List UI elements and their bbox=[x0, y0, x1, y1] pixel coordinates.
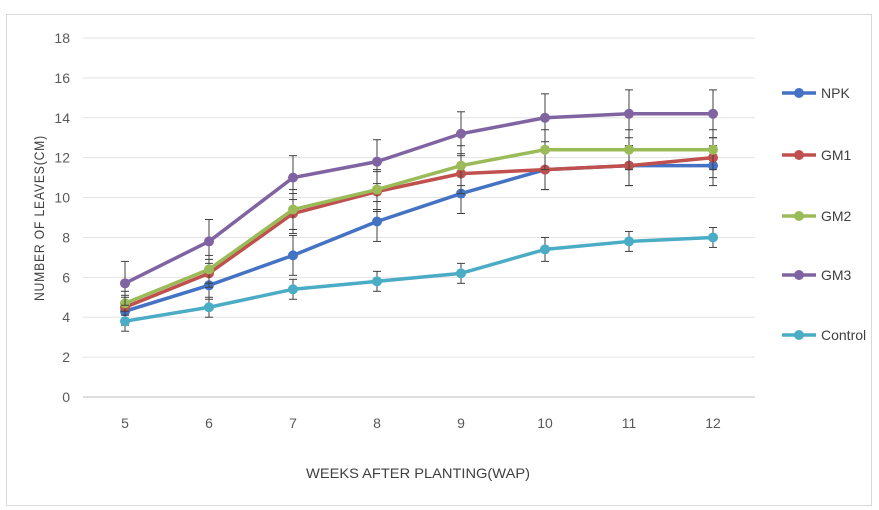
y-tick-label: 4 bbox=[62, 309, 70, 325]
series-npk bbox=[120, 145, 718, 326]
y-tick-label: 6 bbox=[62, 269, 70, 285]
legend-label: NPK bbox=[821, 85, 850, 101]
y-tick-label: 10 bbox=[54, 190, 70, 206]
y-tick-label: 2 bbox=[62, 349, 70, 365]
y-tick-label: 14 bbox=[54, 110, 70, 126]
data-point bbox=[204, 302, 214, 313]
data-point bbox=[624, 236, 634, 247]
x-tick-label: 10 bbox=[537, 415, 553, 431]
data-point bbox=[708, 144, 718, 155]
data-point bbox=[372, 184, 382, 195]
legend-swatch-marker bbox=[794, 211, 804, 221]
legend-item-gm2: GM2 bbox=[782, 208, 852, 224]
legend-item-control: Control bbox=[782, 327, 866, 343]
gridlines bbox=[83, 37, 755, 398]
x-tick-label: 7 bbox=[289, 415, 297, 431]
y-tick-label: 12 bbox=[54, 150, 70, 166]
series-gm2 bbox=[120, 129, 718, 316]
x-tick-label: 11 bbox=[622, 415, 637, 431]
data-point bbox=[120, 278, 130, 289]
series-group bbox=[120, 89, 718, 332]
chart-frame bbox=[6, 14, 872, 506]
legend-label: GM1 bbox=[821, 147, 852, 163]
series-line bbox=[123, 112, 715, 286]
x-tick-label: 12 bbox=[705, 415, 721, 431]
y-tick-label: 18 bbox=[54, 30, 70, 46]
series-line bbox=[123, 155, 715, 309]
data-point bbox=[204, 264, 214, 275]
y-tick-label: 0 bbox=[62, 389, 70, 405]
legend-item-gm3: GM3 bbox=[782, 267, 852, 283]
data-point bbox=[456, 268, 466, 279]
x-axis-title: WEEKS AFTER PLANTING(WAP) bbox=[306, 465, 530, 481]
y-tick-label: 16 bbox=[54, 70, 70, 86]
legend-label: GM3 bbox=[821, 267, 852, 283]
legend-item-npk: NPK bbox=[782, 85, 850, 101]
legend-label: GM2 bbox=[821, 208, 852, 224]
data-point bbox=[708, 108, 718, 119]
data-point bbox=[288, 204, 298, 215]
data-point bbox=[624, 108, 634, 119]
y-axis-ticks: 0 2 4 6 8 10 12 14 16 18 bbox=[54, 30, 70, 405]
x-tick-label: 8 bbox=[373, 415, 381, 431]
x-tick-label: 9 bbox=[457, 415, 465, 431]
x-tick-label: 5 bbox=[121, 415, 129, 431]
data-point bbox=[456, 160, 466, 171]
x-axis-ticks: 5 6 7 8 9 10 11 12 bbox=[121, 415, 721, 431]
data-point bbox=[204, 236, 214, 247]
data-point bbox=[540, 144, 550, 155]
series-gm1 bbox=[120, 137, 718, 320]
legend-label: Control bbox=[821, 327, 866, 343]
data-point bbox=[456, 128, 466, 139]
data-point bbox=[540, 112, 550, 123]
data-point bbox=[624, 144, 634, 155]
legend-item-gm1: GM1 bbox=[782, 147, 852, 163]
data-point bbox=[540, 244, 550, 255]
data-point bbox=[288, 250, 298, 261]
data-point bbox=[372, 216, 382, 227]
data-point bbox=[372, 156, 382, 167]
legend-swatch-marker bbox=[794, 150, 804, 160]
legend-swatch-marker bbox=[794, 270, 804, 280]
data-point bbox=[120, 316, 130, 327]
legend-swatch-marker bbox=[794, 88, 804, 98]
series-line bbox=[123, 235, 715, 323]
legend-swatch-marker bbox=[794, 330, 804, 340]
data-point bbox=[372, 276, 382, 287]
data-point bbox=[288, 284, 298, 295]
y-axis-title: NUMBER OF LEAVES(CM) bbox=[31, 135, 47, 301]
data-point bbox=[708, 232, 718, 243]
x-tick-label: 6 bbox=[205, 415, 213, 431]
data-point bbox=[288, 172, 298, 183]
legend: NPK GM1 GM2 GM3 Control bbox=[782, 85, 866, 343]
series-gm3 bbox=[120, 89, 718, 306]
y-tick-label: 8 bbox=[62, 229, 70, 245]
series-line bbox=[123, 147, 715, 306]
series-control bbox=[120, 226, 718, 332]
